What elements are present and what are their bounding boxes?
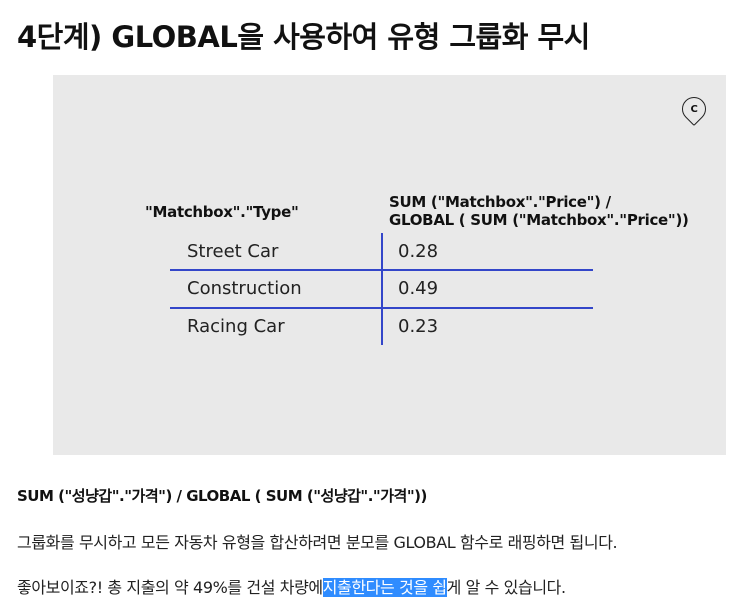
column-divider <box>381 233 383 345</box>
row-value-construction: 0.49 <box>398 278 439 299</box>
row-divider <box>170 307 593 309</box>
row-type-racing-car: Racing Car <box>187 316 285 337</box>
brand-logo-icon: C <box>677 92 711 126</box>
paragraph-explanation: 그룹화를 무시하고 모든 자동차 유형을 합산하려면 분모를 GLOBAL 함수… <box>17 533 618 552</box>
paragraph-conclusion: 좋아보이죠?! 총 지출의 약 49%를 건설 차량에지출한다는 것을 쉽게 알… <box>17 574 566 598</box>
logo-letter: C <box>690 103 698 115</box>
section-heading: 4단계) GLOBAL을 사용하여 유형 그룹화 무시 <box>17 20 590 54</box>
formula-caption: SUM ("성냥갑"."가격") / GLOBAL ( SUM ("성냥갑"."… <box>17 487 427 505</box>
row-type-street-car: Street Car <box>187 241 279 262</box>
row-divider <box>170 269 593 271</box>
formula-column-header: SUM ("Matchbox"."Price") / GLOBAL ( SUM … <box>389 193 689 229</box>
row-value-racing-car: 0.23 <box>398 316 439 337</box>
type-column-header: "Matchbox"."Type" <box>145 203 299 221</box>
formula-header-line1: SUM ("Matchbox"."Price") / <box>389 193 611 211</box>
row-value-street-car: 0.28 <box>398 241 439 262</box>
table-figure: C "Matchbox"."Type" SUM ("Matchbox"."Pri… <box>53 75 726 455</box>
formula-header-line2: GLOBAL ( SUM ("Matchbox"."Price")) <box>389 211 689 229</box>
conclusion-text-before: 좋아보이죠?! 총 지출의 약 49%를 건설 차량에 <box>17 578 323 597</box>
row-type-construction: Construction <box>187 278 302 299</box>
conclusion-text-after: 게 알 수 있습니다. <box>446 578 566 597</box>
selected-text-highlight[interactable]: 지출한다는 것을 쉽 <box>322 578 447 597</box>
